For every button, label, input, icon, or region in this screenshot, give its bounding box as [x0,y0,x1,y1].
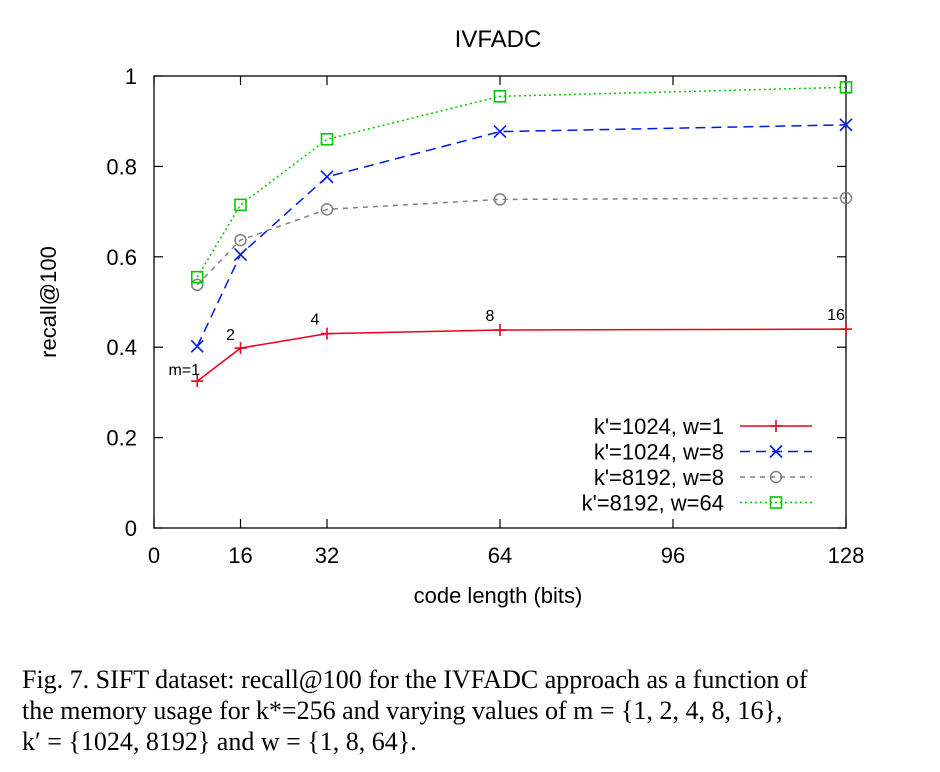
series-line-2 [196,124,847,347]
m-annotation: 4 [311,312,320,329]
caption-line-3: k′ = {1024, 8192} and w = {1, 8, 64}. [22,727,417,756]
figure-caption: Fig. 7. SIFT dataset: recall@100 for the… [22,664,922,757]
x-axis-label: code length (bits) [414,583,583,608]
series-2-point [190,339,204,353]
y-tick-label: 0.4 [106,335,137,360]
y-tick-label: 0 [125,516,137,541]
series-4-point [190,270,204,284]
series-3-point [234,233,247,247]
series-4-point [839,81,853,94]
series-3-point [320,203,334,216]
x-tick-label: 128 [828,543,865,568]
plot-frame [153,75,847,529]
legend-marker-3 [769,470,783,484]
legend-label-2: k'=1024, w=8 [594,440,724,465]
series-3-point [191,278,204,292]
legend-label-3: k'=8192, w=8 [594,465,724,490]
series-4-point [234,198,247,212]
y-axis-label: recall@100 [36,246,61,358]
series-2-point [320,170,334,184]
legend-label-4: k'=8192, w=64 [582,491,724,516]
y-tick-label: 1 [125,64,137,89]
chart-title: IVFADC [455,26,542,53]
caption-line-1: Fig. 7. SIFT dataset: recall@100 for the… [22,665,808,694]
legend-marker-2 [769,444,783,459]
series-1-point [234,342,247,355]
series-1-point [494,324,506,337]
legend-marker-4 [769,496,783,509]
series-4-point [493,90,507,103]
series-1-point [321,327,333,340]
series-2-point [839,118,853,132]
m-annotation: m=1 [168,362,200,379]
series-line-1 [196,328,847,382]
chart: IVFADC 0 16 32 64 96 128 0 0.2 0.4 0.6 0.8 1 m=1 2 4 8 1… [36,26,864,608]
m-annotation: 2 [226,327,235,344]
series-1-point [840,323,852,336]
series-1-point [191,375,204,388]
x-tick-label: 0 [148,543,160,568]
series-2-point [493,125,507,139]
x-tick-label: 16 [228,543,252,568]
legend: k'=1024, w=1k'=1024, w=8k'=8192, w=8k'=8… [582,414,812,516]
caption-line-2: the memory usage for k*=256 and varying … [22,696,783,725]
y-tick-label: 0.6 [106,245,137,270]
series-3-point [493,193,507,206]
series-3-point [839,191,853,205]
y-tick-label: 0.2 [106,426,137,451]
x-tick-label: 96 [661,543,685,568]
series-2-point [233,247,248,262]
series-line-4 [196,86,847,278]
series-4-point [320,132,334,146]
y-tick-label: 0.8 [106,154,137,179]
x-tick-label: 32 [315,543,339,568]
legend-marker-1 [770,420,782,432]
m-annotation: 16 [827,307,845,324]
series-line-3 [196,197,847,286]
x-tick-label: 64 [488,543,512,568]
m-annotation: 8 [486,308,495,325]
plot-area: 0 16 32 64 96 128 0 0.2 0.4 0.6 0.8 1 m=1 2 4 8 16 [106,64,864,568]
legend-label-1: k'=1024, w=1 [594,414,724,439]
